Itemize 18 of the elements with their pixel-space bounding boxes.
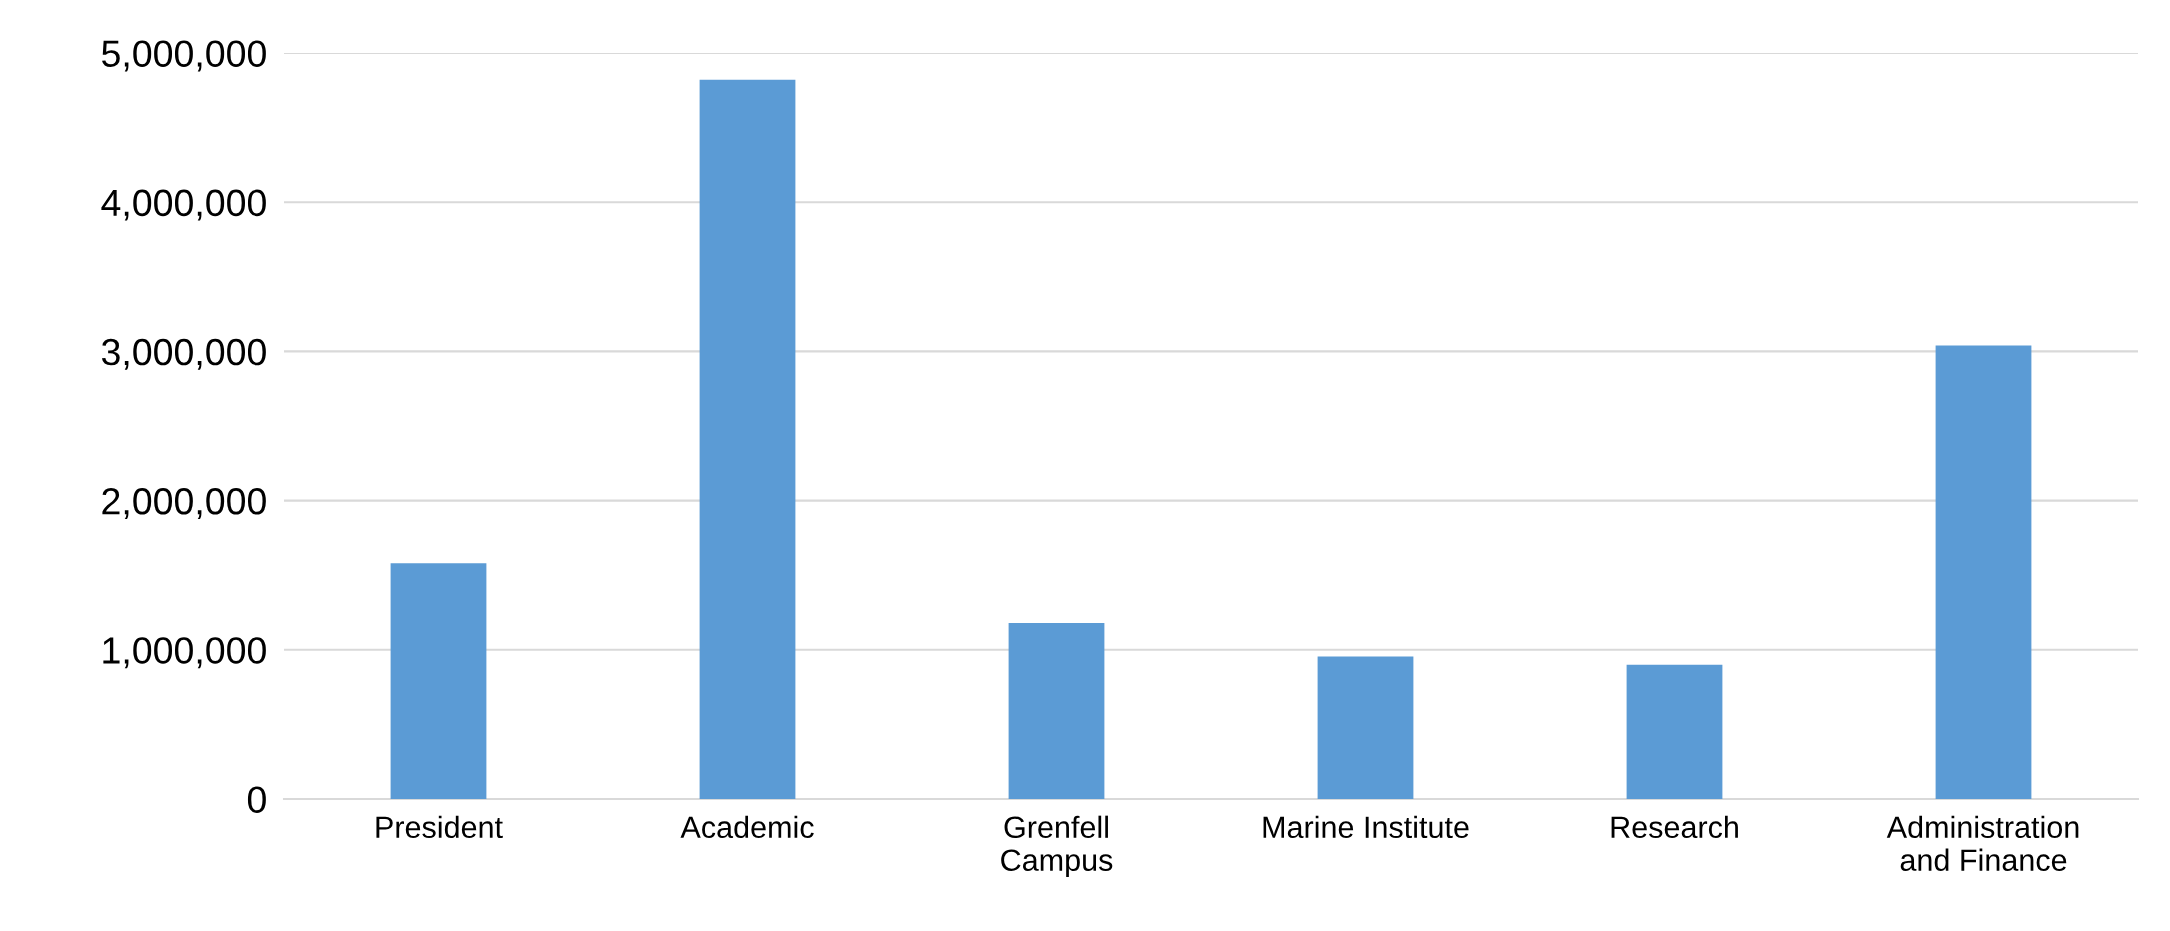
- x-tick-label: Academic: [680, 815, 814, 839]
- y-tick-label: 2,000,000: [102, 488, 266, 519]
- y-tick-label: 3,000,000: [101, 338, 266, 370]
- y-tick-label: 5,000,000: [102, 40, 266, 72]
- bar: [390, 563, 487, 799]
- bar: [1935, 345, 2032, 799]
- x-tick-label: Grenfell Campus: [1001, 815, 1113, 878]
- x-tick-label: Administration and Finance: [1886, 815, 2079, 872]
- bar: [1008, 622, 1105, 799]
- x-tick-label: President: [376, 815, 503, 839]
- bar: [1317, 656, 1414, 799]
- y-tick-label: 1,000,000: [103, 637, 266, 669]
- y-tick-label: 0: [247, 786, 266, 813]
- bar: [699, 79, 796, 799]
- x-tick-label: Research: [1611, 815, 1738, 839]
- x-tick-label: Marine Institute: [1263, 815, 1469, 839]
- y-tick-label: 4,000,000: [101, 189, 266, 221]
- bar: [1626, 664, 1723, 799]
